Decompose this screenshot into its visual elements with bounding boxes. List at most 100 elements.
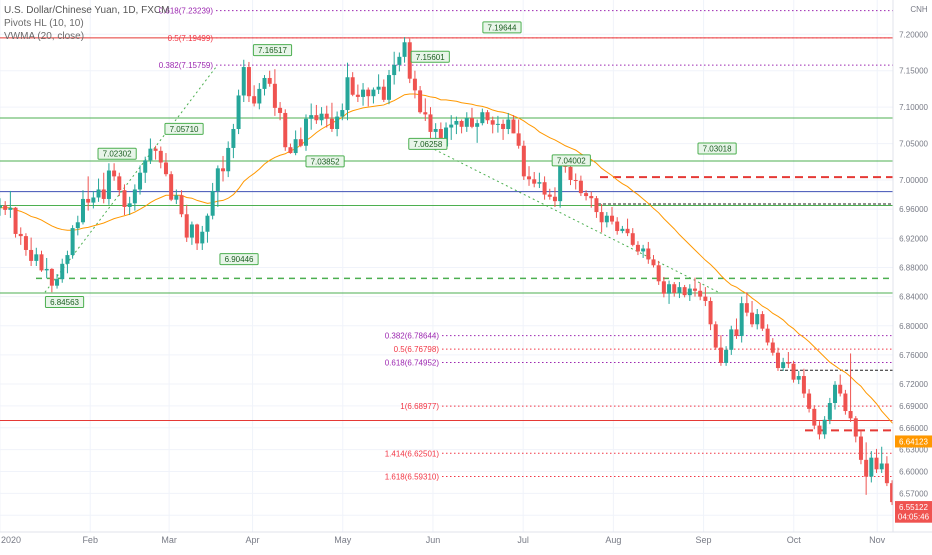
candle-body [179, 195, 184, 215]
vwma-polyline [0, 93, 909, 443]
y-tick-label: 6.96000 [899, 205, 928, 214]
x-tick-label: Oct [787, 535, 802, 545]
candle-body [744, 303, 749, 313]
y-tick-label: 6.60000 [899, 468, 928, 477]
candle-body [241, 67, 246, 96]
candle-body [319, 113, 324, 121]
candle-body [215, 168, 220, 191]
candle-body [610, 215, 615, 222]
candle-body [527, 176, 532, 180]
candle-body [65, 255, 70, 264]
grid [0, 0, 893, 532]
candles [0, 37, 895, 506]
y-tick-label: 7.10000 [899, 103, 928, 112]
candle-body [454, 120, 459, 125]
candle-body [366, 89, 371, 97]
candle-body [106, 170, 111, 199]
candle-body [796, 376, 801, 380]
candle-body [210, 190, 215, 216]
x-tick-label: Feb [82, 535, 98, 545]
pivot-box [408, 137, 448, 150]
candle-body [117, 176, 122, 191]
vwma-line [0, 93, 909, 443]
fib-upper-label: 0.618(7.23239) [159, 7, 214, 16]
candle-body [75, 222, 80, 229]
pivot-box [410, 50, 450, 63]
x-tick-label: Mar [161, 535, 177, 545]
x-tick-label: Jun [426, 535, 441, 545]
candle-body [127, 203, 132, 207]
candle-body [589, 196, 594, 199]
candle-body [8, 207, 13, 210]
candle-body [760, 314, 765, 329]
candle-body [521, 145, 526, 177]
fibonacci-levels: 0.618(7.23239) 0.5(7.19499) 0.382(7.15759)… [159, 7, 893, 482]
candle-body [501, 123, 506, 129]
candle-body [874, 457, 879, 470]
candle-body [397, 56, 402, 65]
candle-body [884, 463, 889, 484]
price-tag-label: 6.64123 [899, 437, 928, 446]
candle-body [511, 119, 516, 134]
candle-body [708, 300, 713, 325]
candle-body [791, 363, 796, 380]
pivot-labels: 7.19644 7.16517 7.15601 7.05710 7.02302 7.030… [44, 21, 932, 309]
pivot-box [219, 253, 259, 266]
candle-body [195, 224, 200, 244]
candle-body [23, 236, 28, 250]
candle-body [890, 483, 895, 503]
candle-body [428, 114, 433, 132]
candle-body [713, 324, 718, 348]
candle-body [599, 212, 604, 223]
pivot-label: 6.84563 [50, 298, 79, 307]
price-axis[interactable]: 7.20000 7.15000 7.10000 7.05000 7.00000 6.960… [892, 0, 932, 550]
candle-body [822, 419, 827, 435]
candle-body [371, 89, 376, 97]
candle-body [869, 457, 874, 477]
trend-line [429, 146, 721, 294]
candle-body [293, 139, 298, 154]
candle-body [298, 139, 303, 146]
y-tick-label: 6.72000 [899, 380, 928, 389]
indicator-pivots-label[interactable]: Pivots HL (10, 10) [4, 18, 84, 29]
candle-body [3, 205, 8, 210]
candle-body [138, 172, 143, 190]
candle-body [44, 268, 49, 271]
candle-body [39, 254, 44, 271]
candle-body [361, 89, 366, 97]
time-axis[interactable]: 2020 Feb Mar Apr May Jun Jul Aug Sep Oct Nov [0, 531, 932, 545]
y-tick-label: 6.92000 [899, 234, 928, 243]
symbol-title[interactable]: U.S. Dollar/Chinese Yuan, 1D, FXCM [4, 5, 170, 16]
candle-body [853, 418, 858, 437]
candle-body [412, 78, 417, 91]
fib-lower-label: 1(6.68977) [400, 402, 439, 411]
indicator-vwma-label[interactable]: VWMA (20, close) [4, 31, 85, 42]
candle-body [70, 228, 75, 256]
pivot-label: 7.02302 [103, 150, 132, 159]
candle-body [661, 281, 666, 294]
candle-body [620, 228, 625, 232]
candle-body [667, 284, 672, 294]
candle-body [257, 88, 262, 104]
pivot-box [482, 21, 522, 34]
candle-body [573, 180, 578, 182]
candle-body [314, 115, 319, 121]
y-tick-label: 7.20000 [899, 30, 928, 39]
candle-body [163, 162, 168, 175]
price-tag-bg [895, 435, 932, 448]
candle-body [304, 118, 309, 146]
candle-body [827, 403, 832, 420]
candle-body [459, 120, 464, 127]
pivot-box [305, 155, 345, 168]
candle-body [221, 168, 226, 172]
candle-body [350, 77, 355, 95]
candle-body [625, 228, 630, 234]
candle-body [0, 205, 2, 208]
horizontal-lines [0, 37, 893, 432]
fib-lower-label: 0.382(6.78644) [385, 332, 440, 341]
candle-body [729, 329, 734, 350]
candle-body [765, 328, 770, 343]
candle-body [278, 107, 283, 113]
